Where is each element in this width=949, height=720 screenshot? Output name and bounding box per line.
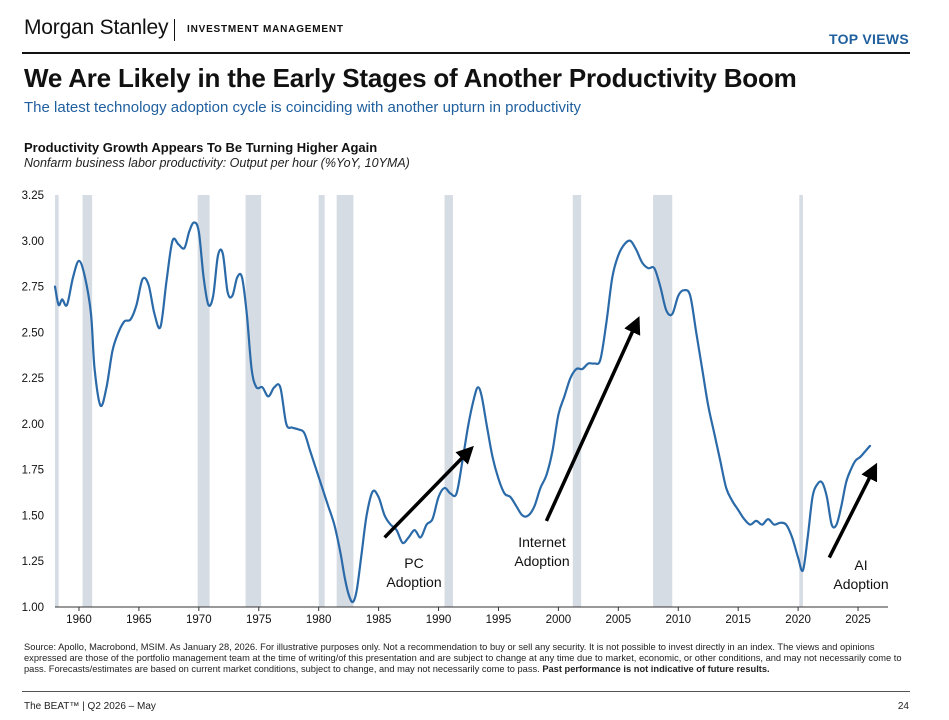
recession-band-8 <box>653 195 673 607</box>
y-tick-label-1: 1.25 <box>22 556 44 568</box>
y-tick-label-4: 2.00 <box>22 419 44 431</box>
y-tick-label-9: 3.25 <box>22 190 44 202</box>
y-tick-label-7: 2.75 <box>22 282 44 294</box>
source-footnote: Source: Apollo, Macrobond, MSIM. As Janu… <box>24 642 904 675</box>
annotation-label-2: AI Adoption <box>833 557 888 592</box>
annotation-label-line: Adoption <box>514 553 569 569</box>
header-divider <box>22 52 910 54</box>
division-label: INVESTMENT MANAGEMENT <box>187 24 344 35</box>
y-tick-label-5: 2.25 <box>22 373 44 385</box>
chart-title: Productivity Growth Appears To Be Turnin… <box>24 140 378 155</box>
footer-divider <box>22 691 910 692</box>
x-tick-label-4: 1980 <box>306 614 332 626</box>
x-tick-label-1: 1965 <box>126 614 152 626</box>
chart-subtitle: Nonfarm business labor productivity: Out… <box>24 156 410 170</box>
footnote-text: Source: Apollo, Macrobond, MSIM. As Janu… <box>24 642 902 674</box>
x-tick-label-12: 2020 <box>785 614 811 626</box>
page-number: 24 <box>897 701 909 712</box>
x-tick-label-0: 1960 <box>66 614 92 626</box>
y-tick-label-6: 2.50 <box>22 327 44 339</box>
x-tick-label-8: 2000 <box>546 614 572 626</box>
y-tick-label-0: 1.00 <box>22 602 44 614</box>
recession-band-5 <box>336 195 354 607</box>
productivity-series-line-0 <box>53 221 872 604</box>
y-tick-label-3: 1.75 <box>22 465 44 477</box>
annotation-label-0: PC Adoption <box>386 555 441 590</box>
brand-separator <box>174 19 175 41</box>
productivity-line-chart: 1.00 1.25 1.50 1.75 2.00 2.25 2.50 2.75 3.00 3.25… <box>22 190 889 626</box>
x-tick-label-7: 1995 <box>486 614 512 626</box>
x-tick-label-6: 1990 <box>426 614 452 626</box>
annotation-arrow-1 <box>544 316 641 522</box>
annotation-label-line: Adoption <box>386 574 441 590</box>
recession-band-0 <box>55 195 59 607</box>
x-tick-label-9: 2005 <box>606 614 632 626</box>
brand-logo: Morgan Stanley <box>24 16 169 39</box>
recession-band-1 <box>82 195 93 607</box>
slide-title: We Are Likely in the Early Stages of Ano… <box>24 63 797 93</box>
recession-band-3 <box>245 195 262 607</box>
x-tick-label-5: 1985 <box>366 614 392 626</box>
x-tick-label-13: 2025 <box>845 614 871 626</box>
y-tick-label-2: 1.50 <box>22 510 44 522</box>
footnote-disclaimer: Past performance is not indicative of fu… <box>542 664 770 674</box>
section-tag: TOP VIEWS <box>829 31 909 47</box>
x-tick-label-2: 1970 <box>186 614 212 626</box>
annotation-label-line: Adoption <box>833 576 888 592</box>
x-tick-label-3: 1975 <box>246 614 272 626</box>
recession-band-7 <box>572 195 582 607</box>
x-tick-label-10: 2010 <box>665 614 691 626</box>
annotation-arrow-0 <box>383 445 474 539</box>
annotation-label-line: PC <box>404 555 423 571</box>
recession-band-2 <box>197 195 210 607</box>
recession-band-9 <box>799 195 803 607</box>
annotation-label-line: AI <box>854 557 867 573</box>
footer-label: The BEAT™ | Q2 2026 – May <box>24 701 156 712</box>
x-tick-label-11: 2015 <box>725 614 751 626</box>
recession-band-6 <box>444 195 453 607</box>
annotation-label-line: Internet <box>518 534 566 550</box>
y-tick-label-8: 3.00 <box>22 236 44 248</box>
recession-band-4 <box>318 195 325 607</box>
annotation-label-1: Internet Adoption <box>514 534 569 569</box>
annotation-arrow-2 <box>827 462 878 559</box>
slide-subtitle: The latest technology adoption cycle is … <box>24 99 581 116</box>
